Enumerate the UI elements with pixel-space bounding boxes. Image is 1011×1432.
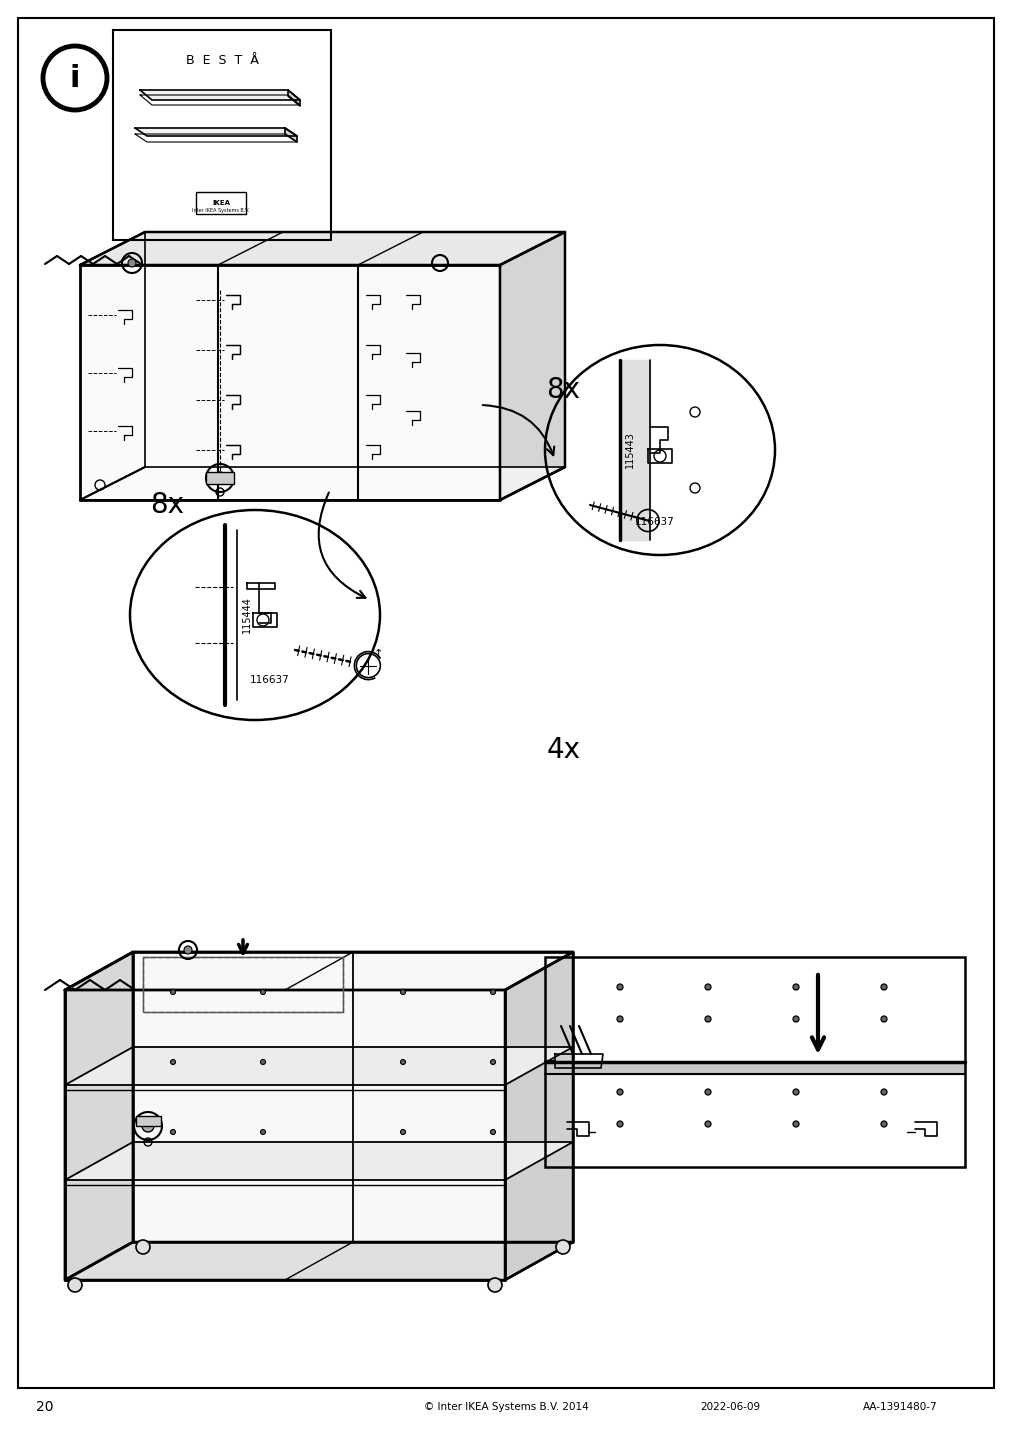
Circle shape xyxy=(127,259,135,266)
Circle shape xyxy=(400,1060,405,1064)
Polygon shape xyxy=(288,90,299,106)
Circle shape xyxy=(705,984,711,990)
Text: 116637: 116637 xyxy=(250,674,289,684)
Circle shape xyxy=(487,1277,501,1292)
Circle shape xyxy=(705,1121,711,1127)
Circle shape xyxy=(793,984,799,990)
Polygon shape xyxy=(504,952,572,1280)
Text: © Inter IKEA Systems B.V. 2014: © Inter IKEA Systems B.V. 2014 xyxy=(424,1402,587,1412)
Circle shape xyxy=(881,1015,886,1022)
Bar xyxy=(545,957,964,1167)
Circle shape xyxy=(705,1015,711,1022)
Polygon shape xyxy=(132,952,572,1242)
Circle shape xyxy=(555,1240,569,1254)
Circle shape xyxy=(617,1088,623,1095)
Text: 8x: 8x xyxy=(150,491,184,518)
Circle shape xyxy=(793,1015,799,1022)
Text: 8x: 8x xyxy=(546,377,579,404)
Circle shape xyxy=(170,990,175,994)
Circle shape xyxy=(617,1121,623,1127)
Text: 4x: 4x xyxy=(547,736,580,765)
Polygon shape xyxy=(65,1141,572,1180)
Polygon shape xyxy=(620,359,649,540)
Circle shape xyxy=(617,984,623,990)
Text: 116637: 116637 xyxy=(635,517,674,527)
Text: Inter IKEA Systems B.V.: Inter IKEA Systems B.V. xyxy=(192,208,250,212)
Circle shape xyxy=(135,1240,150,1254)
Text: i: i xyxy=(70,63,80,93)
Circle shape xyxy=(260,1130,265,1134)
Circle shape xyxy=(142,1120,154,1133)
Polygon shape xyxy=(65,952,572,990)
Circle shape xyxy=(490,990,495,994)
Circle shape xyxy=(490,1130,495,1134)
Circle shape xyxy=(260,1060,265,1064)
Bar xyxy=(196,192,246,213)
Text: B  E  S  T  Å: B E S T Å xyxy=(185,53,258,66)
Circle shape xyxy=(213,473,225,484)
Text: 2022-06-09: 2022-06-09 xyxy=(700,1402,759,1412)
Text: 20: 20 xyxy=(36,1400,54,1413)
Polygon shape xyxy=(65,1242,572,1280)
Circle shape xyxy=(170,1130,175,1134)
Circle shape xyxy=(881,1121,886,1127)
Circle shape xyxy=(490,1060,495,1064)
Polygon shape xyxy=(65,1047,572,1085)
Circle shape xyxy=(260,990,265,994)
Text: 115444: 115444 xyxy=(242,597,252,633)
Bar xyxy=(206,473,234,484)
Polygon shape xyxy=(80,467,564,500)
Polygon shape xyxy=(285,127,296,142)
Circle shape xyxy=(400,1130,405,1134)
Circle shape xyxy=(68,1277,82,1292)
Polygon shape xyxy=(80,232,564,265)
Circle shape xyxy=(793,1121,799,1127)
Text: 115443: 115443 xyxy=(625,431,634,468)
Circle shape xyxy=(184,947,192,954)
Circle shape xyxy=(881,984,886,990)
Polygon shape xyxy=(499,232,564,500)
Polygon shape xyxy=(140,90,299,100)
Bar xyxy=(113,30,331,241)
Bar xyxy=(135,1116,161,1126)
Polygon shape xyxy=(134,127,296,136)
Circle shape xyxy=(705,1088,711,1095)
Text: IKEA: IKEA xyxy=(211,200,229,206)
Circle shape xyxy=(170,1060,175,1064)
Circle shape xyxy=(881,1088,886,1095)
Circle shape xyxy=(617,1015,623,1022)
Circle shape xyxy=(400,990,405,994)
Polygon shape xyxy=(65,952,132,1280)
Text: AA-1391480-7: AA-1391480-7 xyxy=(861,1402,936,1412)
Text: ↑: ↑ xyxy=(373,649,383,659)
Polygon shape xyxy=(80,265,499,500)
Circle shape xyxy=(793,1088,799,1095)
Polygon shape xyxy=(545,1063,964,1074)
